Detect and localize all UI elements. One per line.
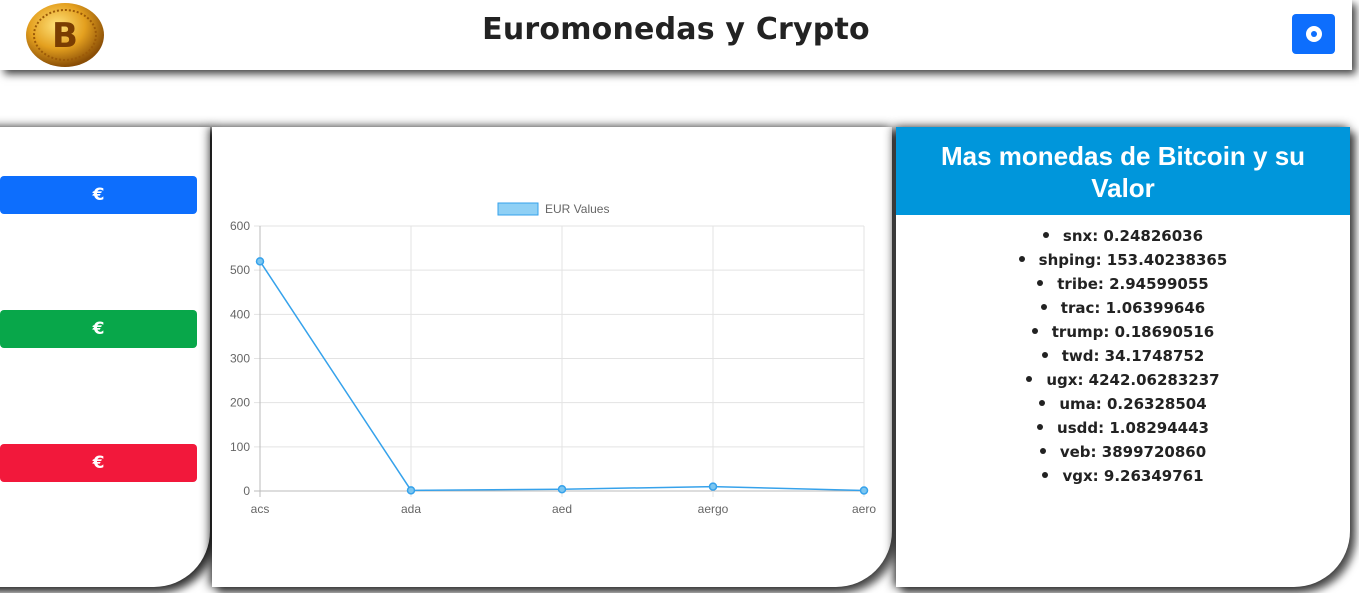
x-tick-label: ada [401,502,421,516]
coin-list-item: tribe: 2.94599055 [896,272,1350,296]
bullet-icon [1018,255,1025,262]
coin-list-item-text: veb: 3899720860 [1059,443,1207,461]
y-tick-label: 400 [230,307,250,321]
bullet-icon [1026,375,1033,382]
data-point [708,482,718,491]
settings-toggle-icon [1305,26,1322,42]
coin-list-item: snx: 0.24826036 [896,224,1350,248]
coin-values-list: snx: 0.24826036 shping: 153.40238365 tribe… [896,224,1350,488]
bullet-icon [1039,399,1046,406]
coin-list-item-text: shping: 153.40238365 [1038,251,1228,269]
data-point [557,484,567,494]
bullet-icon [1037,279,1044,286]
legend-label: EUR Values [545,202,609,216]
top-header: B Euromonedas y Crypto [0,0,1352,70]
y-tick-label: 100 [230,440,250,454]
eur-values-chart: 0 100 200 300 400 500 600 acs ada aed aergo aero EUR… [230,202,876,516]
legend-swatch [497,202,539,216]
coin-list-item: trac: 1.06399646 [896,296,1350,320]
coin-list-item: uma: 0.26328504 [896,392,1350,416]
chart-panel: 0 100 200 300 400 500 600 acs ada aed aergo aero EUR… [212,127,892,587]
bullet-icon [1042,231,1049,238]
bitcoin-logo-icon: B [26,3,104,67]
y-tick-label: 200 [230,396,250,410]
data-point [406,486,416,495]
x-tick-label: acs [251,502,270,516]
coin-list-item: vgx: 9.26349761 [896,464,1350,488]
currency-button-panel: € € € [0,127,210,587]
coin-values-title: Mas monedas de Bitcoin y su Valor [896,127,1350,215]
data-point [859,486,869,495]
bullet-icon [1039,447,1046,454]
page-title: Euromonedas y Crypto [482,12,870,47]
y-tick-label: 500 [230,263,250,277]
euro-button-green[interactable]: € [0,310,197,348]
bullet-icon [1041,351,1048,358]
coin-values-panel: Mas monedas de Bitcoin y su Valor snx: 0… [896,127,1350,587]
svg-text:B: B [52,16,78,56]
euro-button-red[interactable]: € [0,444,197,482]
coin-list-item-text: ugx: 4242.06283237 [1046,371,1220,389]
x-tick-label: aero [852,502,876,516]
coin-list-item-text: tribe: 2.94599055 [1057,275,1209,293]
x-tick-label: aergo [698,502,729,516]
coin-list-item: usdd: 1.08294443 [896,416,1350,440]
coin-list-item-text: uma: 0.26328504 [1059,395,1207,413]
coin-list-item-text: twd: 34.1748752 [1061,347,1205,365]
coin-list-item: veb: 3899720860 [896,440,1350,464]
coin-list-item: trump: 0.18690516 [896,320,1350,344]
coin-list-item: shping: 153.40238365 [896,248,1350,272]
coin-list-item: twd: 34.1748752 [896,344,1350,368]
bullet-icon [1031,327,1038,334]
coin-list-item-text: usdd: 1.08294443 [1057,419,1209,437]
y-tick-label: 600 [230,219,250,233]
data-point [255,257,265,266]
coin-list-item-text: snx: 0.24826036 [1062,227,1204,245]
coin-list-item: ugx: 4242.06283237 [896,368,1350,392]
euro-button-blue[interactable]: € [0,176,197,214]
bullet-icon [1037,423,1044,430]
settings-button[interactable] [1292,14,1335,54]
bullet-icon [1040,303,1047,310]
y-tick-label: 0 [243,484,250,498]
coin-list-item-text: trump: 0.18690516 [1051,323,1215,341]
coin-list-item-text: vgx: 9.26349761 [1062,467,1204,485]
y-tick-label: 300 [230,352,250,366]
bullet-icon [1042,471,1049,478]
coin-list-item-text: trac: 1.06399646 [1060,299,1206,317]
x-tick-label: aed [552,502,572,516]
